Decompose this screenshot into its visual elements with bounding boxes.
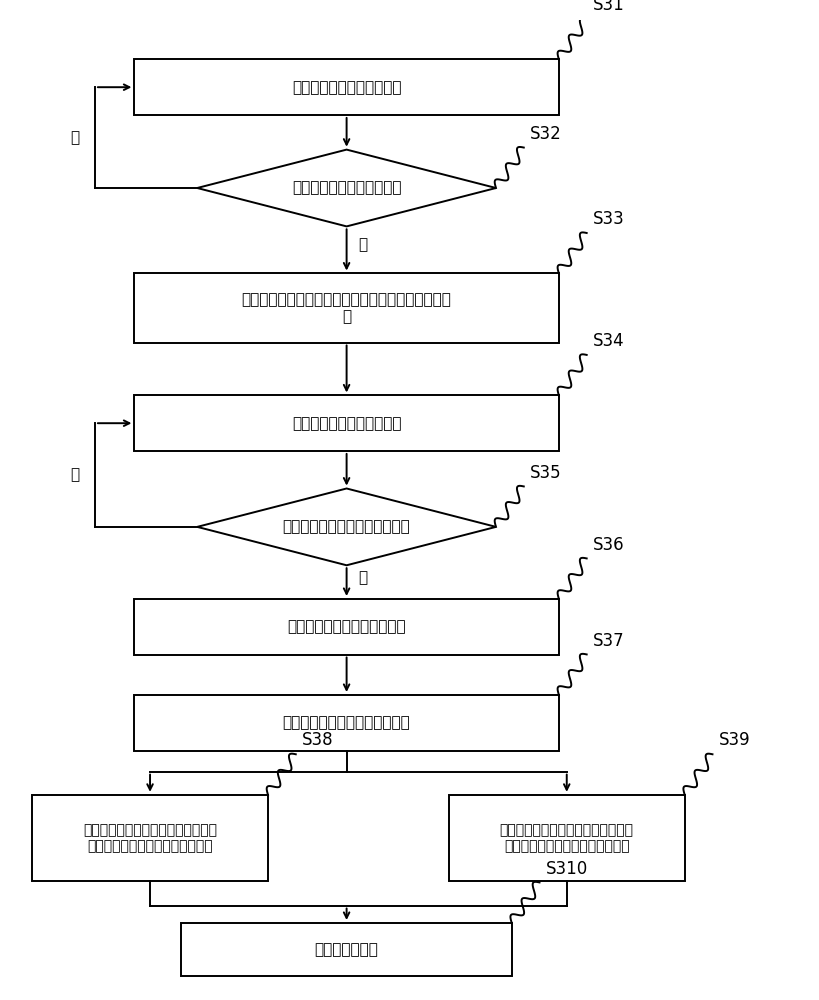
Bar xyxy=(134,59,559,115)
Text: 排气管的压力值大于该预设范围的上
限时，确定空调系统发生回路异常: 排气管的压力值大于该预设范围的上 限时，确定空调系统发生回路异常 xyxy=(500,823,634,853)
Bar xyxy=(134,395,559,451)
Bar xyxy=(134,273,559,343)
Text: S38: S38 xyxy=(302,731,333,749)
Text: S31: S31 xyxy=(593,0,625,14)
Bar xyxy=(134,695,559,751)
Text: 是: 是 xyxy=(70,468,79,483)
Text: S33: S33 xyxy=(593,210,625,228)
Bar xyxy=(449,795,685,881)
Text: S36: S36 xyxy=(593,536,625,554)
Text: S34: S34 xyxy=(593,332,625,350)
Text: 排气管的压力值小于该预设范围的下
限时，确定空调系统发生供电异常: 排气管的压力值小于该预设范围的下 限时，确定空调系统发生供电异常 xyxy=(83,823,217,853)
Text: 获取压缩机的排气管的压力值: 获取压缩机的排气管的压力值 xyxy=(287,619,406,634)
Text: 否: 否 xyxy=(358,570,367,585)
Text: 获取空调系统的运行电流值: 获取空调系统的运行电流值 xyxy=(292,80,401,95)
Text: 比较排气管的压力值和预设范围: 比较排气管的压力值和预设范围 xyxy=(283,715,410,730)
Polygon shape xyxy=(197,488,496,565)
Bar xyxy=(182,923,512,976)
Text: S37: S37 xyxy=(593,632,625,650)
Text: 控制压缩机停机: 控制压缩机停机 xyxy=(314,942,378,957)
Text: 获取空调系统的运行电流值: 获取空调系统的运行电流值 xyxy=(292,416,401,431)
Text: 否: 否 xyxy=(358,238,367,253)
Text: S35: S35 xyxy=(530,464,562,482)
Text: S39: S39 xyxy=(719,731,750,749)
Text: 运行电流值小于电流设定值: 运行电流值小于电流设定值 xyxy=(292,180,401,196)
Text: 空调的运行电流小于预设电流值: 空调的运行电流小于预设电流值 xyxy=(283,519,410,534)
Bar xyxy=(134,599,559,655)
Text: S32: S32 xyxy=(530,125,562,143)
Polygon shape xyxy=(197,150,496,226)
Text: 是: 是 xyxy=(70,130,79,145)
Bar xyxy=(32,795,268,881)
Text: S310: S310 xyxy=(545,860,588,878)
Text: 控制压缩机停机，在第一时间后，控制压缩机再次开
启: 控制压缩机停机，在第一时间后，控制压缩机再次开 启 xyxy=(242,292,451,324)
